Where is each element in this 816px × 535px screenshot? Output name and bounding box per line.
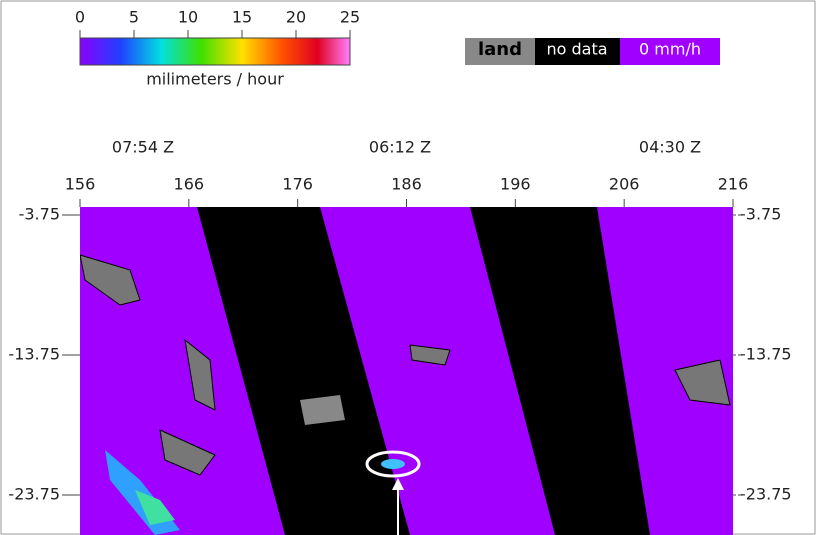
legend-land: land [478, 39, 522, 60]
y-tick-label-right: -3.75 [740, 205, 781, 224]
y-tick-label: -3.75 [19, 205, 60, 224]
x-tick-label: 216 [718, 175, 749, 194]
colorbar-tick-label: 20 [286, 8, 306, 27]
x-tick-label: 186 [391, 175, 422, 194]
y-tick-label-right: -23.75 [740, 485, 792, 504]
colorbar-tick-label: 25 [340, 8, 360, 27]
swath-time: 04:30 Z [639, 138, 701, 157]
swath-time: 06:12 Z [369, 138, 431, 157]
colorbar-tick-label: 15 [232, 8, 252, 27]
legend-zero: 0 mm/h [639, 40, 701, 59]
x-tick-label: 196 [500, 175, 531, 194]
y-tick-label: -13.75 [8, 345, 60, 364]
page: {"colorbar": {"ticks": [0, 5, 10, 15, 20… [0, 0, 816, 535]
y-tick-label-right: -13.75 [740, 345, 792, 364]
y-tick-label: -23.75 [8, 485, 60, 504]
colorbar-label: milimeters / hour [146, 70, 284, 89]
colorbar-tick-label: 0 [75, 8, 85, 27]
colorbar [80, 38, 350, 65]
x-tick-label: 156 [65, 175, 96, 194]
map-area [80, 207, 733, 535]
legend-no-data: no data [546, 40, 607, 59]
land [300, 395, 345, 425]
x-tick-label: 166 [174, 175, 205, 194]
colorbar-tick-label: 10 [178, 8, 198, 27]
colorbar-tick-label: 5 [129, 8, 139, 27]
x-tick-label: 206 [609, 175, 640, 194]
x-tick-label: 176 [282, 175, 313, 194]
map-figure: milimeters / hour land no data 0 mm/h 07… [0, 0, 816, 535]
rain [381, 459, 405, 469]
swath-time: 07:54 Z [112, 138, 174, 157]
